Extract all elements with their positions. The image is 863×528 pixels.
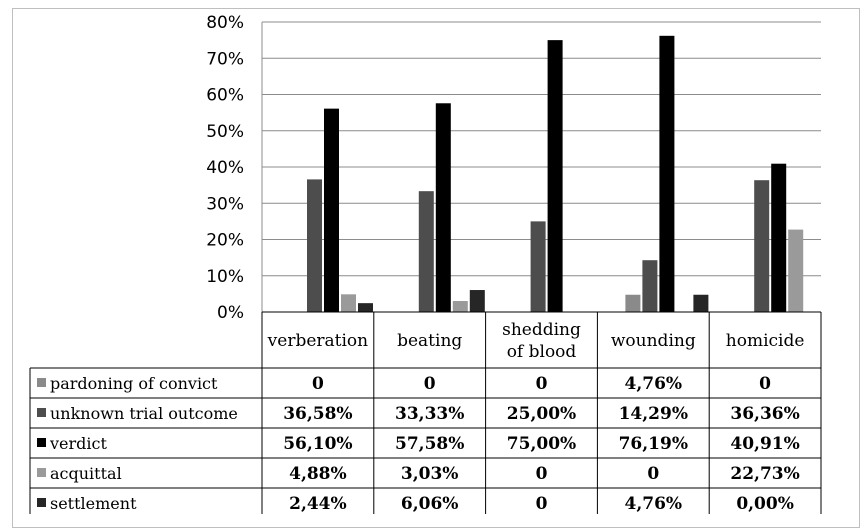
data-label: 3,03%	[401, 464, 459, 484]
data-label: 36,36%	[730, 404, 799, 424]
bar	[307, 179, 322, 312]
y-tick-label: 60%	[206, 86, 244, 106]
bar	[754, 180, 770, 312]
data-label: 76,19%	[619, 434, 688, 454]
data-label: 36,58%	[283, 404, 352, 424]
bar	[642, 260, 658, 312]
data-label: 25,00%	[507, 404, 576, 424]
legend-label: unknown trial outcome	[50, 404, 238, 423]
data-label: 0	[312, 374, 324, 394]
bar	[659, 35, 675, 312]
bar	[788, 229, 804, 312]
bar	[358, 303, 373, 312]
bar	[452, 301, 468, 312]
legend-swatch	[37, 438, 46, 447]
data-label: 4,88%	[289, 464, 347, 484]
data-label: 4,76%	[625, 494, 683, 514]
data-label: 0	[759, 374, 771, 394]
bar-chart: 0% 10% 20% 30% 40% 50% 60% 70% 80% verberation bea…	[29, 13, 822, 514]
bar	[771, 163, 787, 312]
category-label: shedding	[502, 320, 581, 340]
y-tick-label: 20%	[206, 231, 244, 251]
bar	[625, 294, 641, 312]
category-label: beating	[397, 331, 462, 351]
legend-label: pardoning of convict	[50, 374, 218, 393]
category-label: wounding	[611, 331, 696, 351]
bar	[435, 103, 451, 313]
y-tick-label: 10%	[206, 267, 244, 287]
y-tick-label: 0%	[217, 303, 244, 323]
y-tick-label: 70%	[206, 49, 244, 69]
data-label: 0,00%	[736, 494, 794, 514]
data-label: 22,73%	[730, 464, 799, 484]
legend-swatch	[37, 408, 46, 417]
legend-swatch	[37, 498, 46, 507]
data-label: 14,29%	[619, 404, 688, 424]
data-label: 57,58%	[395, 434, 464, 454]
bar	[341, 294, 356, 312]
data-label: 0	[424, 374, 436, 394]
data-label: 6,06%	[401, 494, 459, 514]
y-tick-label: 40%	[206, 158, 244, 178]
category-label: of blood	[507, 342, 577, 362]
bar	[469, 290, 485, 312]
data-label: 0	[536, 464, 548, 484]
legend-label: settlement	[50, 494, 137, 513]
y-tick-label: 80%	[206, 13, 244, 33]
data-label: 2,44%	[289, 494, 347, 514]
legend-label: acquittal	[50, 464, 122, 483]
data-label: 56,10%	[283, 434, 352, 454]
legend-label: verdict	[49, 434, 107, 453]
bar	[418, 191, 434, 312]
data-label: 33,33%	[395, 404, 464, 424]
category-label: homicide	[726, 331, 805, 351]
legend-swatch	[37, 378, 46, 387]
data-label: 40,91%	[730, 434, 799, 454]
y-tick-label: 30%	[206, 194, 244, 214]
bar	[324, 108, 339, 312]
bar	[693, 294, 709, 312]
category-label: verberation	[267, 331, 368, 351]
legend-swatch	[37, 468, 46, 477]
data-label: 0	[536, 374, 548, 394]
data-label: 0	[647, 464, 659, 484]
data-label: 75,00%	[507, 434, 576, 454]
bar	[547, 40, 563, 312]
bar	[530, 221, 546, 312]
y-tick-label: 50%	[206, 122, 244, 142]
data-label: 0	[536, 494, 548, 514]
data-label: 4,76%	[625, 374, 683, 394]
